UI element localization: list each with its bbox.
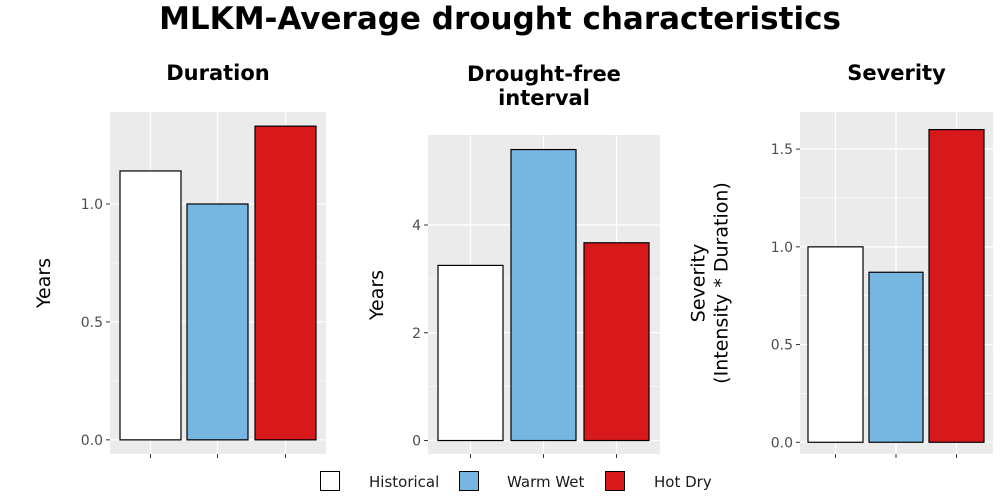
legend-key-hot-dry — [605, 471, 625, 491]
panel-title: interval — [498, 86, 590, 110]
y-tick-label: 1.0 — [771, 240, 793, 256]
bar-warm-wet — [868, 271, 924, 443]
y-tick-label: 0.5 — [81, 315, 103, 331]
legend-label-warm-wet: Warm Wet — [507, 473, 585, 491]
bar-historical — [119, 170, 182, 441]
y-tick-label: 0.5 — [771, 338, 793, 354]
legend-key-historical — [320, 471, 340, 491]
y-tick-label: 2 — [412, 326, 421, 342]
y-tick-label: 0 — [412, 434, 421, 450]
y-tick-label: 4 — [412, 218, 421, 234]
bar-warm-wet — [510, 148, 577, 442]
bar-historical — [807, 246, 864, 443]
main-title: MLKM-Average drought characteristics — [159, 1, 841, 37]
y-tick-label: 1.5 — [771, 142, 793, 158]
bar-hot-dry — [254, 125, 317, 441]
y-tick-label: 0.0 — [771, 435, 793, 451]
panel-title: Severity — [847, 61, 946, 85]
bar-historical — [437, 264, 504, 442]
bar-hot-dry — [928, 128, 985, 443]
bar-hot-dry — [583, 242, 650, 442]
panel-title: Duration — [166, 61, 270, 85]
y-axis-label: Years — [366, 270, 388, 321]
y-axis-label: Years — [33, 258, 55, 309]
y-axis-label: (Intensity * Duration) — [711, 182, 733, 384]
bar-warm-wet — [186, 203, 249, 441]
y-tick-label: 1.0 — [81, 197, 103, 213]
legend-label-hot-dry: Hot Dry — [654, 473, 712, 491]
panel-title: Drought-free — [467, 62, 621, 86]
y-tick-label: 0.0 — [81, 433, 103, 449]
legend-label-historical: Historical — [369, 473, 440, 491]
legend-key-warm-wet — [459, 471, 479, 491]
y-axis-label: Severity — [688, 244, 710, 322]
